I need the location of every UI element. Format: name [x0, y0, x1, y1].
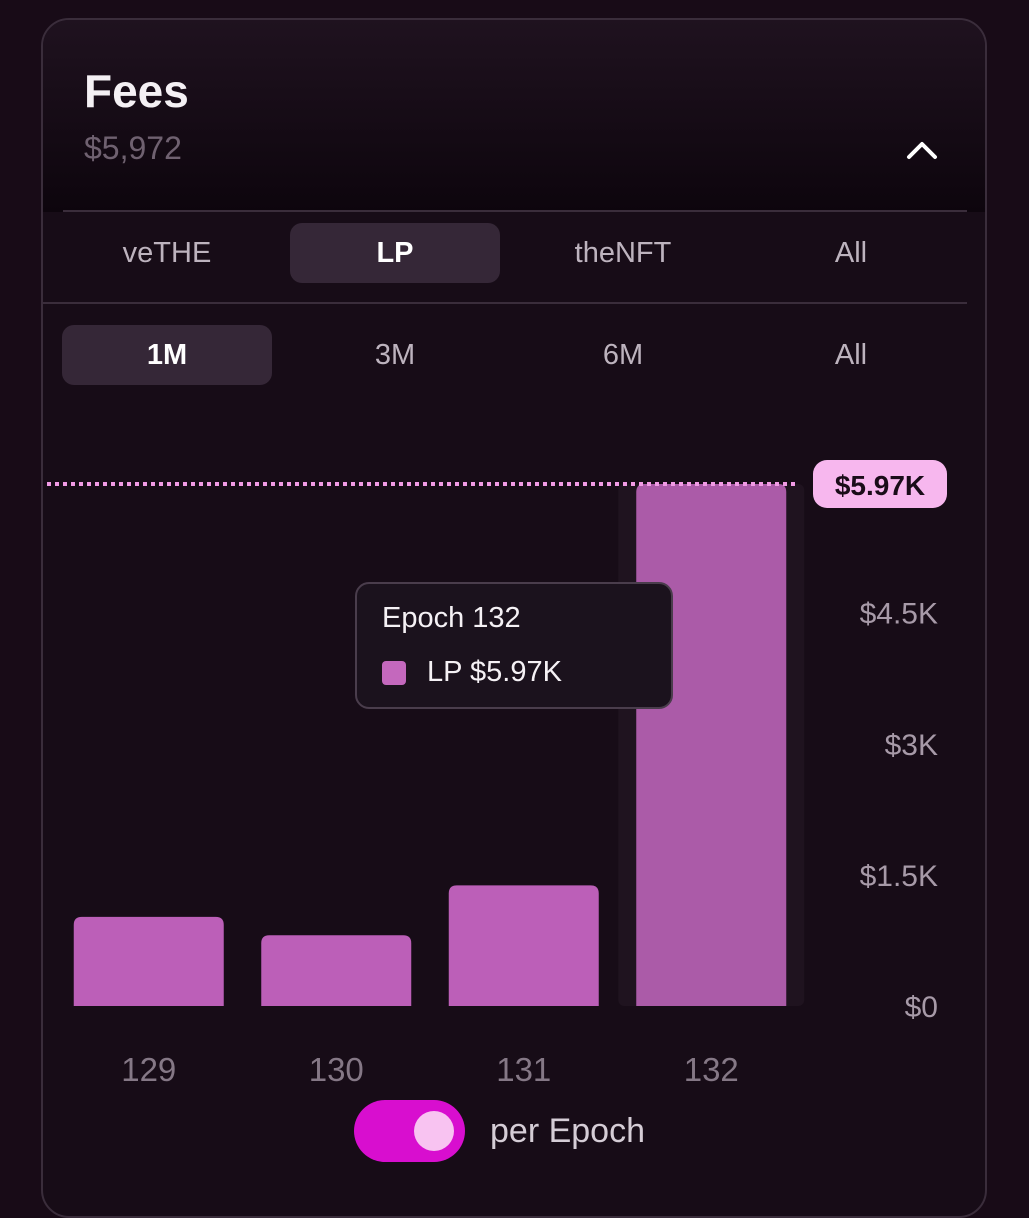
total-fees-value: $5,972 — [84, 130, 182, 166]
bar-epoch-129 — [73, 916, 224, 1006]
card-header: Fees $5,972 — [43, 20, 985, 212]
y-tick-label: $3K — [885, 729, 938, 762]
x-tick-label: 132 — [684, 1051, 739, 1088]
range-tab-1m[interactable]: 1M — [62, 325, 272, 385]
fees-card: Fees $5,972 veTHE LP theNFT All 1M 3M 6M All $… — [41, 18, 987, 1218]
fee-type-tabs: veTHE LP theNFT All — [53, 223, 965, 283]
bar-epoch-131 — [448, 885, 599, 1006]
max-value-badge — [813, 460, 947, 508]
chevron-up-icon — [907, 142, 937, 159]
tab-vethe[interactable]: veTHE — [122, 236, 212, 269]
x-tick-label: 131 — [496, 1051, 551, 1088]
toggle-knob — [414, 1111, 454, 1151]
y-tick-label: $1.5K — [860, 860, 938, 893]
tab-thenft[interactable]: theNFT — [574, 236, 672, 269]
tab-all[interactable]: All — [834, 236, 868, 269]
tab-lp[interactable]: LP — [290, 223, 500, 283]
tooltip-series-value: LP $5.97K — [427, 656, 562, 688]
bar-epoch-132 — [636, 484, 787, 1006]
tooltip-series-swatch — [382, 661, 406, 685]
per-epoch-label: per Epoch — [490, 1112, 645, 1150]
time-range-tabs: 1M 3M 6M All — [53, 325, 965, 385]
card-title: Fees — [84, 65, 189, 117]
range-tab-3m[interactable]: 3M — [374, 338, 416, 371]
y-tick-label: $4.5K — [860, 598, 938, 631]
range-tab-6m[interactable]: 6M — [602, 338, 644, 371]
collapse-button[interactable] — [895, 124, 949, 178]
tabs-divider — [43, 302, 967, 304]
tooltip-title: Epoch 132 — [382, 602, 521, 634]
per-epoch-toggle[interactable] — [354, 1100, 465, 1162]
y-tick-label: $0 — [905, 991, 938, 1024]
header-divider — [63, 210, 967, 212]
x-tick-label: 129 — [121, 1051, 176, 1088]
bar-epoch-130 — [261, 935, 412, 1006]
max-value-label: $5.97K — [835, 470, 925, 501]
x-tick-label: 130 — [309, 1051, 364, 1088]
chart-tooltip: Epoch 132 LP $5.97K — [355, 582, 673, 709]
range-tab-all[interactable]: All — [834, 338, 868, 371]
